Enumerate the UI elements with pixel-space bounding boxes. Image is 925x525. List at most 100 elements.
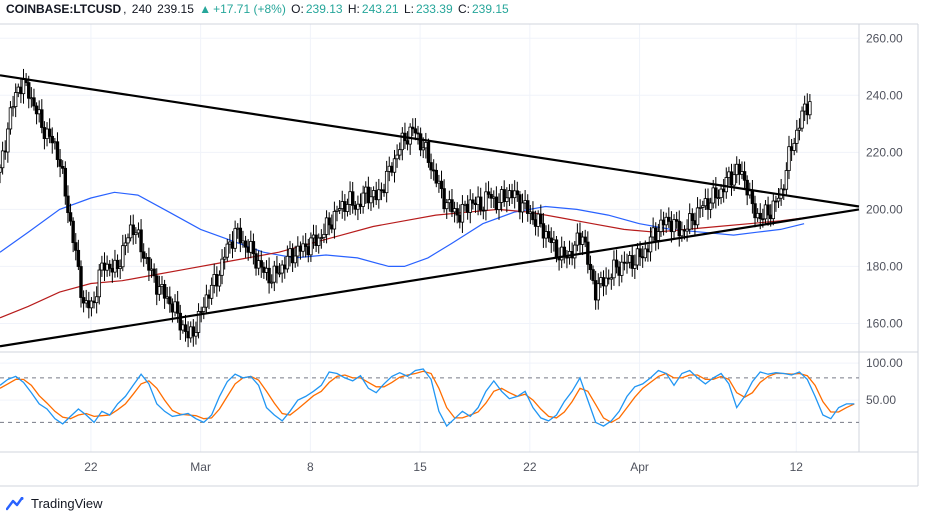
candle-body xyxy=(395,154,399,160)
candle-body xyxy=(189,326,193,339)
candle-body xyxy=(413,128,418,134)
candle-body xyxy=(246,246,250,253)
candle-body xyxy=(259,260,263,268)
candle-body xyxy=(92,300,96,304)
candle-body xyxy=(387,165,391,172)
candle-body xyxy=(768,214,773,220)
candle-body xyxy=(724,177,728,193)
candle-body xyxy=(431,169,436,172)
candle-body xyxy=(118,266,122,269)
candle-body xyxy=(27,82,31,99)
interval-label[interactable]: 240 xyxy=(131,2,152,16)
time-tick-label: 12 xyxy=(790,460,804,474)
candle-body xyxy=(591,269,595,281)
candlesticks xyxy=(0,68,812,348)
candle-body xyxy=(445,202,449,210)
candle-body xyxy=(40,109,44,128)
candle-body xyxy=(350,191,355,206)
candle-body xyxy=(740,171,744,175)
close-label: C: xyxy=(458,2,470,16)
candle-body xyxy=(374,190,378,201)
candle-body xyxy=(296,245,300,257)
candle-body xyxy=(664,216,668,226)
candle-body xyxy=(97,269,101,298)
candle-body xyxy=(596,283,600,301)
open-label: O: xyxy=(291,2,304,16)
candle-body xyxy=(303,243,308,248)
candle-body xyxy=(11,106,15,109)
candle-body xyxy=(251,241,256,255)
candle-body xyxy=(215,274,219,287)
candle-body xyxy=(384,170,389,194)
candle-body xyxy=(228,241,232,245)
trendlines[interactable] xyxy=(0,74,860,348)
candle-body xyxy=(492,196,496,199)
candle-body xyxy=(763,204,768,220)
candle-body xyxy=(241,240,245,244)
open-value: 239.13 xyxy=(305,2,343,16)
candle-body xyxy=(426,142,431,163)
candle-body xyxy=(565,256,569,259)
candle-body xyxy=(714,187,718,199)
candle-body xyxy=(690,213,695,221)
candle-body xyxy=(711,187,715,204)
price-axis[interactable]: 260.00 240.00 220.00 200.00 180.00 160.00 xyxy=(866,31,903,330)
up-arrow-icon: ▲ xyxy=(199,2,212,16)
candle-body xyxy=(685,228,689,232)
symbol-comma: , xyxy=(123,2,127,16)
candle-body xyxy=(335,209,339,212)
candle-body xyxy=(369,196,373,204)
candle-body xyxy=(71,220,75,244)
candle-body xyxy=(306,246,310,256)
candle-body xyxy=(170,303,175,313)
candle-body xyxy=(139,229,143,253)
tradingview-brand[interactable]: TradingView xyxy=(6,496,103,511)
candle-body xyxy=(787,146,791,171)
candle-body xyxy=(701,205,705,208)
candle-body xyxy=(181,324,185,331)
candle-body xyxy=(520,202,525,213)
candle-body xyxy=(458,214,462,223)
candle-body xyxy=(366,186,371,204)
candle-body xyxy=(100,262,104,271)
candle-body xyxy=(157,286,162,295)
symbol-name[interactable]: COINBASE:LTCUSD xyxy=(6,2,122,16)
candle-body xyxy=(755,212,760,219)
candle-body xyxy=(256,260,261,269)
candle-body xyxy=(353,204,358,210)
low-label: L: xyxy=(403,2,414,16)
candle-body xyxy=(703,198,708,207)
brand-name: TradingView xyxy=(31,496,103,511)
candle-body xyxy=(583,236,587,243)
candle-body xyxy=(330,224,334,230)
candle-body xyxy=(262,266,266,273)
low-value: 233.39 xyxy=(415,2,453,16)
candle-body xyxy=(593,280,598,301)
candle-body xyxy=(518,194,522,213)
candle-body xyxy=(661,219,666,226)
candle-body xyxy=(672,219,676,233)
candle-body xyxy=(61,166,65,169)
oscillator-tick-label: 50.00 xyxy=(866,393,896,407)
oscillator-axis[interactable]: 100.00 50.00 xyxy=(866,356,903,407)
candle-body xyxy=(761,218,765,221)
candle-body xyxy=(131,224,135,236)
candle-body xyxy=(507,190,512,199)
candle-body xyxy=(719,188,723,199)
candle-body xyxy=(13,92,18,108)
candle-body xyxy=(758,212,762,220)
candle-body xyxy=(309,237,313,256)
candle-body xyxy=(110,267,115,273)
candle-body xyxy=(588,263,593,271)
candle-body xyxy=(42,127,47,140)
time-tick-label: Apr xyxy=(630,460,649,474)
candle-body xyxy=(121,245,125,268)
candle-body xyxy=(238,227,243,244)
candle-body xyxy=(392,158,397,173)
time-axis[interactable]: 22 Mar 8 15 22 Apr 12 xyxy=(84,460,803,474)
candle-body xyxy=(0,167,2,173)
candle-body xyxy=(236,227,240,230)
candle-body xyxy=(322,234,326,238)
candle-body xyxy=(84,300,88,304)
